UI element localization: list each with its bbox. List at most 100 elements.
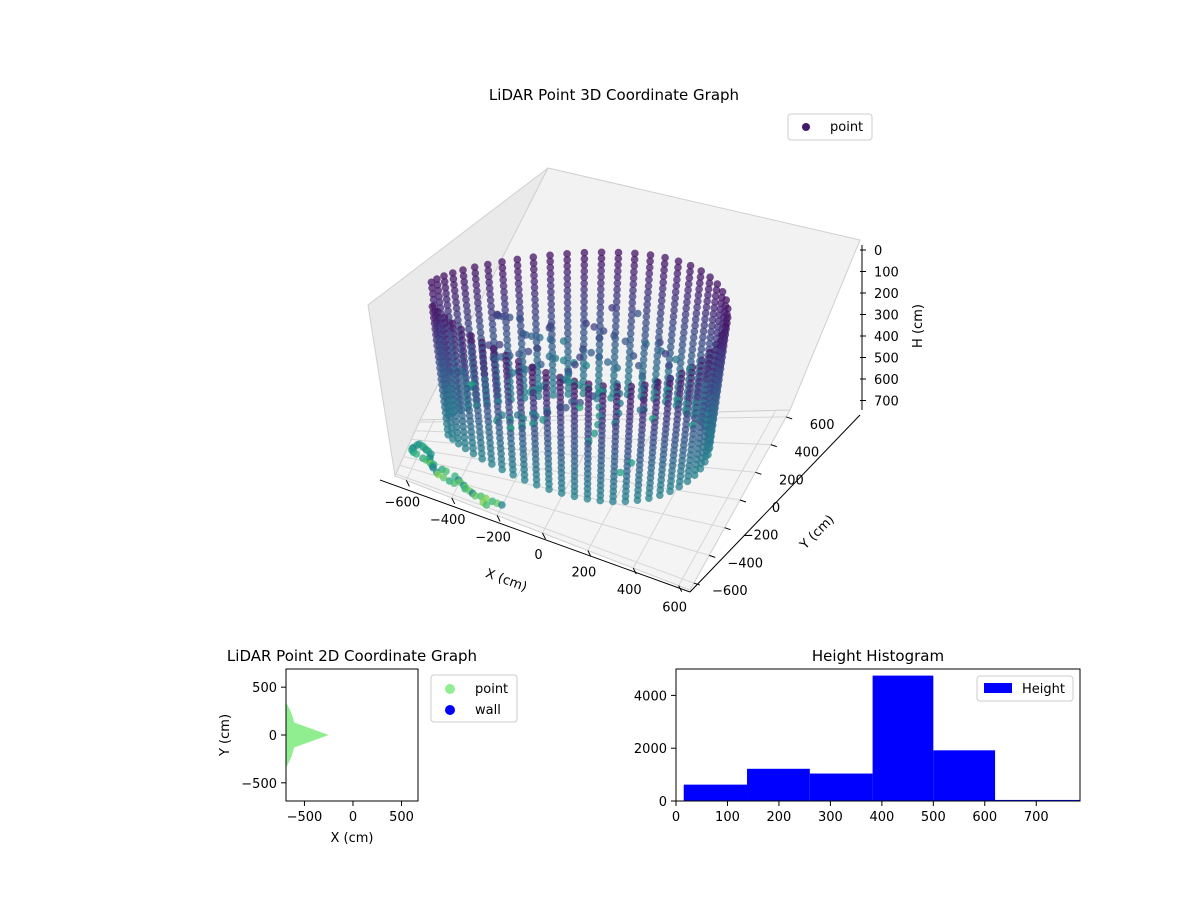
point-3d-637 xyxy=(533,368,542,377)
point-3d-865 xyxy=(564,390,572,398)
point-3d-521 xyxy=(548,354,557,363)
z-tick-label-3d-3: 300 xyxy=(874,309,899,324)
point-3d-1428 xyxy=(683,477,692,486)
point-3d-136 xyxy=(628,292,637,301)
point-3d-675 xyxy=(624,372,633,381)
point-3d-6 xyxy=(546,251,554,260)
point-3d-46 xyxy=(449,269,457,277)
point-3d-141 xyxy=(547,294,555,302)
point-3d-279 xyxy=(708,322,716,330)
point-3d-457 xyxy=(564,347,572,356)
point-3d-87 xyxy=(629,280,638,289)
point-3d-179 xyxy=(596,303,605,312)
point-3d-94 xyxy=(499,282,508,290)
point-3d-182 xyxy=(612,304,621,312)
point-3d-515 xyxy=(625,354,634,362)
point-3d-292 xyxy=(627,323,635,332)
point-3d-249 xyxy=(454,316,462,324)
y-axis-label-2d: Y (cm) xyxy=(218,714,233,757)
point-3d-427 xyxy=(666,343,675,351)
y-tick-mark-3d-6 xyxy=(785,416,793,420)
point-3d-206 xyxy=(701,309,710,318)
point-3d-215 xyxy=(580,310,588,318)
chart-3d-title: LiDAR Point 3D Coordinate Graph xyxy=(489,86,739,104)
point-3d-1099 xyxy=(458,417,467,426)
point-3d-449 xyxy=(595,346,604,355)
point-3d-311 xyxy=(699,327,708,336)
point-3d-2 xyxy=(580,248,589,257)
point-3d-555 xyxy=(676,359,685,367)
point-3d-546 xyxy=(604,358,612,366)
y-tick-mark-3d-0 xyxy=(693,582,701,586)
point-3d-68 xyxy=(472,275,480,283)
point-3d-22 xyxy=(597,260,606,269)
point-3d-156 xyxy=(580,298,588,306)
point-3d-252 xyxy=(612,316,620,325)
point-3d-459 xyxy=(524,347,533,356)
point-3d-274 xyxy=(700,321,709,330)
hist-x-tick-label-0: 0 xyxy=(672,810,680,825)
point-3d-319 xyxy=(596,328,604,337)
z-tick-label-3d-1: 100 xyxy=(874,266,899,281)
histogram-ticks: 0 100 200 300 400 500 600 700 0 2000 4000 xyxy=(634,689,1049,825)
point-3d-504 xyxy=(595,353,603,361)
point-3d-562 xyxy=(564,359,572,368)
y-tick-label-2d-1: 0 xyxy=(269,729,277,744)
point-3d-44 xyxy=(630,268,638,276)
point-3d-55 xyxy=(659,272,668,281)
hist-y-tick-label-2: 4000 xyxy=(634,689,667,704)
point-3d-39 xyxy=(614,267,622,275)
point-3d-23 xyxy=(614,261,622,269)
point-3d-191 xyxy=(628,305,636,313)
point-3d-417 xyxy=(626,341,634,350)
point-3d-77 xyxy=(659,278,667,287)
point-3d-301 xyxy=(449,324,457,333)
point-3d-58 xyxy=(696,273,705,281)
point-3d-323 xyxy=(476,328,485,337)
point-3d-150 xyxy=(657,297,666,305)
point-3d-195 xyxy=(670,306,678,315)
point-3d-100 xyxy=(485,284,494,293)
point-3d-324 xyxy=(680,328,688,337)
point-3d-160 xyxy=(452,298,460,307)
point-3d-73 xyxy=(530,277,539,286)
point-3d-662 xyxy=(595,371,603,379)
point-3d-20 xyxy=(660,260,669,268)
chart-2d: LiDAR Point 2D Coordinate Graph −500−500… xyxy=(218,647,518,846)
point-3d-65 xyxy=(563,274,572,283)
point-3d-1420 xyxy=(520,476,529,484)
point-3d-437 xyxy=(697,345,706,354)
point-3d-214 xyxy=(453,310,462,318)
point-3d-1171 xyxy=(460,428,468,436)
point-3d-50 xyxy=(645,269,654,278)
point-3d-211 xyxy=(709,310,718,318)
chart-3d-legend: point xyxy=(787,113,873,141)
point-3d-381 xyxy=(667,337,676,345)
point-3d-127 xyxy=(694,291,703,300)
point-3d-1483 xyxy=(498,501,506,509)
point-3d-258 xyxy=(502,318,510,326)
y-tick-mark-3d-3 xyxy=(739,499,747,503)
point-3d-410 xyxy=(678,341,687,349)
point-3d-56 xyxy=(484,272,493,281)
point-3d-278 xyxy=(516,322,525,330)
point-3d-1 xyxy=(614,248,623,257)
z-ticks-3d: 0 100 200 300 400 500 600 700 xyxy=(860,244,899,410)
point-3d-1402 xyxy=(509,471,517,479)
point-3d-1301 xyxy=(412,450,421,458)
x-tick-label-2d-2: 500 xyxy=(389,810,414,825)
point-3d-4 xyxy=(563,250,571,258)
point-3d-660 xyxy=(652,370,660,379)
point-3d-1353 xyxy=(488,460,496,468)
y-axis-line xyxy=(689,414,861,593)
point-3d-54 xyxy=(440,272,448,280)
x-tick-label-2d-1: 0 xyxy=(349,810,357,825)
point-3d-194 xyxy=(547,306,556,314)
point-3d-18 xyxy=(498,258,506,266)
point-3d-64 xyxy=(629,274,638,282)
point-3d-1413 xyxy=(439,473,448,482)
point-3d-408 xyxy=(611,341,619,349)
point-3d-351 xyxy=(699,333,707,342)
point-3d-75 xyxy=(460,278,469,286)
point-3d-356 xyxy=(706,333,715,342)
